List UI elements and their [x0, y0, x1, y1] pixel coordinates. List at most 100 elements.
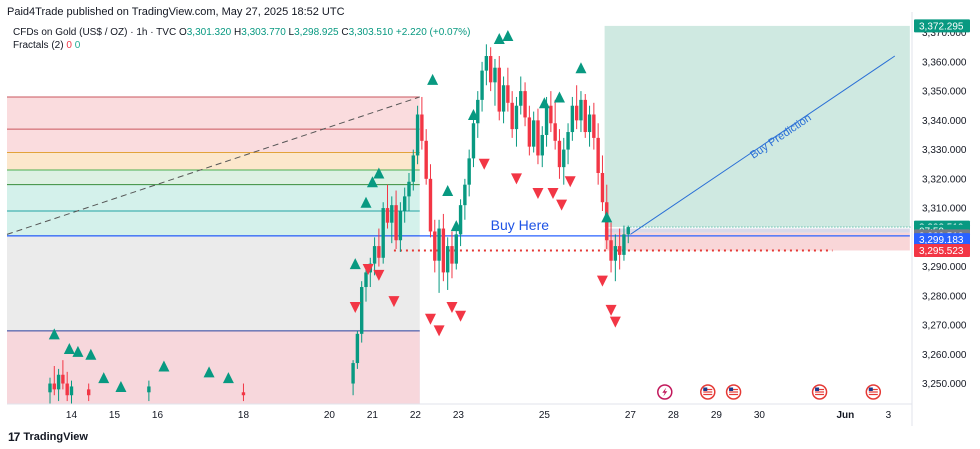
fractal-up-marker[interactable]	[538, 97, 550, 109]
candle[interactable]	[372, 246, 377, 264]
candle[interactable]	[463, 184, 467, 206]
candle[interactable]	[390, 205, 394, 223]
fractal-up-marker[interactable]	[98, 372, 110, 384]
candle[interactable]	[398, 211, 403, 241]
candle[interactable]	[536, 120, 540, 156]
candle[interactable]	[514, 105, 519, 130]
candle[interactable]	[424, 140, 428, 179]
candle[interactable]	[570, 105, 575, 133]
candle[interactable]	[420, 114, 424, 141]
candle[interactable]	[467, 158, 471, 185]
candle[interactable]	[364, 272, 368, 288]
candle[interactable]	[437, 228, 441, 261]
fractal-up-marker[interactable]	[63, 342, 75, 354]
candle[interactable]	[355, 333, 360, 364]
fractal-down-marker[interactable]	[388, 296, 400, 308]
fractal-up-marker[interactable]	[360, 196, 372, 208]
candle[interactable]	[506, 85, 510, 103]
candle[interactable]	[450, 246, 454, 264]
candle[interactable]	[562, 149, 566, 168]
fractal-up-marker[interactable]	[85, 348, 97, 360]
fractal-up-marker[interactable]	[222, 372, 234, 384]
fractal-down-marker[interactable]	[532, 187, 544, 199]
candle[interactable]	[613, 246, 618, 261]
fractal-down-marker[interactable]	[605, 304, 617, 316]
candle[interactable]	[147, 386, 151, 393]
fractal-down-marker[interactable]	[564, 176, 576, 188]
fractal-up-marker[interactable]	[467, 109, 479, 120]
fractal-up-marker[interactable]	[72, 345, 84, 357]
fractal-up-marker[interactable]	[115, 380, 127, 392]
candle[interactable]	[411, 155, 415, 182]
fractal-down-marker[interactable]	[510, 173, 522, 185]
fractal-up-marker[interactable]	[553, 91, 565, 103]
candle[interactable]	[86, 389, 91, 396]
candle[interactable]	[385, 208, 390, 223]
candle[interactable]	[622, 234, 626, 255]
candle[interactable]	[484, 56, 489, 71]
fractal-up-marker[interactable]	[349, 258, 361, 270]
fractal-down-marker[interactable]	[478, 158, 490, 170]
candle[interactable]	[471, 123, 476, 159]
candle[interactable]	[600, 172, 605, 203]
fractal-down-marker[interactable]	[446, 302, 458, 313]
candle[interactable]	[579, 99, 583, 121]
fractal-down-marker[interactable]	[349, 302, 361, 313]
candle[interactable]	[540, 134, 544, 156]
target-zone-box[interactable]	[604, 25, 910, 228]
fractal-up-marker[interactable]	[158, 360, 170, 372]
fractal-down-marker[interactable]	[362, 263, 374, 275]
candle[interactable]	[241, 392, 246, 396]
fractal-up-marker[interactable]	[427, 73, 439, 85]
buy-prediction-line[interactable]	[630, 55, 896, 235]
candle[interactable]	[557, 140, 562, 168]
brand-footer[interactable]: 17 TradingView	[8, 430, 88, 444]
candle[interactable]	[48, 383, 52, 393]
candle[interactable]	[493, 67, 497, 83]
candle[interactable]	[394, 205, 398, 241]
candle[interactable]	[523, 91, 527, 118]
candle[interactable]	[626, 227, 630, 235]
candle[interactable]	[587, 114, 592, 133]
candle[interactable]	[433, 231, 437, 261]
fractal-down-marker[interactable]	[609, 316, 621, 328]
fractal-down-marker[interactable]	[455, 310, 467, 322]
candle[interactable]	[497, 67, 501, 112]
dashed-trend-line[interactable]	[6, 96, 420, 235]
candle[interactable]	[56, 374, 61, 390]
fractal-up-marker[interactable]	[502, 30, 514, 42]
candle[interactable]	[553, 123, 557, 141]
candle[interactable]	[476, 99, 480, 124]
fractal-up-marker[interactable]	[442, 185, 454, 197]
candle[interactable]	[566, 132, 570, 150]
fractal-down-marker[interactable]	[556, 199, 568, 211]
fractal-down-marker[interactable]	[433, 325, 445, 337]
candle[interactable]	[402, 196, 407, 211]
fractal-up-marker[interactable]	[203, 366, 215, 378]
candle[interactable]	[527, 117, 532, 147]
fractal-down-marker[interactable]	[596, 275, 608, 287]
fractal-down-marker[interactable]	[424, 313, 436, 325]
candle[interactable]	[458, 205, 463, 235]
candle[interactable]	[69, 386, 74, 396]
candle[interactable]	[359, 287, 364, 334]
candle[interactable]	[609, 240, 613, 261]
fractal-up-marker[interactable]	[366, 176, 378, 188]
candle[interactable]	[381, 208, 385, 258]
fractal-up-marker[interactable]	[450, 220, 462, 232]
candle[interactable]	[583, 99, 587, 133]
candle[interactable]	[519, 91, 523, 106]
fractal-up-marker[interactable]	[575, 62, 587, 74]
candle[interactable]	[454, 234, 458, 264]
candle[interactable]	[61, 374, 65, 384]
price-axis-label-box[interactable]	[914, 233, 970, 247]
fractal-up-marker[interactable]	[601, 211, 613, 223]
candle[interactable]	[480, 70, 484, 100]
candle[interactable]	[377, 246, 381, 258]
candle[interactable]	[351, 363, 355, 384]
candle[interactable]	[65, 383, 69, 396]
symbol-name[interactable]: CFDs on Gold (US$ / OZ) · 1h · TVC	[13, 27, 177, 38]
fractal-up-marker[interactable]	[373, 167, 385, 179]
price-axis-label-box[interactable]	[914, 243, 970, 257]
